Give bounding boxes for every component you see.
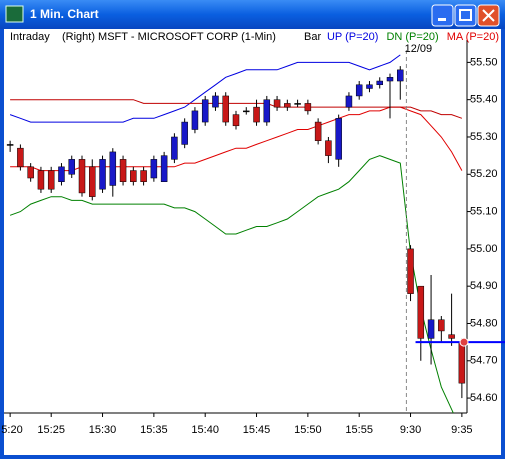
candle-body <box>458 341 466 384</box>
candle-body <box>386 77 394 82</box>
window-title: 1 Min. Chart <box>30 7 99 21</box>
x-tick-label: 9:35 <box>451 424 472 436</box>
candle-body <box>253 106 260 123</box>
price-marker <box>459 337 469 347</box>
x-tick-label: 15:40 <box>191 424 219 436</box>
minimize-button[interactable] <box>431 4 454 27</box>
title-bar <box>0 0 505 29</box>
y-tick-label: 55.50 <box>470 56 498 68</box>
candle-body <box>181 121 188 145</box>
candle-body <box>314 121 322 141</box>
candle-body <box>304 103 312 112</box>
x-tick-label: 15:45 <box>243 424 271 436</box>
candle-body <box>130 170 137 182</box>
maximize-button[interactable] <box>454 4 477 27</box>
x-tick-label: 15:25 <box>37 424 65 436</box>
x-tick-label: 15:55 <box>345 424 373 436</box>
candle-body <box>160 155 168 182</box>
candle-body <box>109 151 117 186</box>
y-tick-label: 55.30 <box>470 131 498 143</box>
y-tick-label: 55.00 <box>470 243 498 255</box>
candle-body <box>191 110 199 130</box>
style-label: Bar <box>304 31 321 43</box>
candle-body <box>37 170 45 190</box>
candle-body <box>150 159 158 179</box>
candle-body <box>232 114 240 127</box>
candle-body <box>397 69 404 82</box>
candle-body <box>78 159 86 194</box>
y-tick-label: 55.40 <box>470 94 498 106</box>
app-icon <box>5 5 24 23</box>
chart-subtitle: (Right) MSFT - MICROSOFT CORP (1-Min) <box>62 31 276 43</box>
candle-body <box>376 80 383 86</box>
candle-body <box>417 285 425 339</box>
session-break-label: 12/09 <box>405 43 433 55</box>
y-tick-label: 54.90 <box>470 280 498 292</box>
candle-body <box>140 170 147 182</box>
candle-body <box>119 159 127 182</box>
chart-area <box>4 29 501 455</box>
candle-body <box>222 95 229 123</box>
candle-body <box>325 140 332 156</box>
band-line <box>10 106 463 172</box>
candle-body <box>263 99 271 123</box>
y-tick-label: 55.10 <box>470 205 498 217</box>
candle-body <box>47 170 55 190</box>
legend-entry: DN (P=20) <box>386 31 438 43</box>
candle-body <box>355 84 363 97</box>
candle-body <box>6 144 14 146</box>
x-tick-label: 5:20 <box>1 424 22 436</box>
candle-body <box>294 103 301 105</box>
candle-body <box>345 95 353 108</box>
y-tick-label: 54.80 <box>470 317 498 329</box>
minimize-icon <box>438 18 446 21</box>
candle-body <box>17 147 24 168</box>
candle-body <box>212 95 219 108</box>
candle-body <box>27 166 34 179</box>
chart-title: Intraday <box>10 31 50 43</box>
y-tick-label: 54.60 <box>470 392 498 404</box>
legend-entry: MA (P=20) <box>447 31 499 43</box>
x-tick-label: 15:30 <box>89 424 117 436</box>
candle-body <box>58 166 65 182</box>
candle-body <box>273 99 281 108</box>
band-line <box>9 54 401 123</box>
candle-body <box>407 248 414 294</box>
y-tick-label: 54.70 <box>470 355 498 367</box>
candle-body <box>243 110 250 113</box>
x-tick-label: 9:30 <box>400 424 421 436</box>
candle-body <box>171 136 178 160</box>
band-line <box>9 155 454 413</box>
y-tick-label: 55.20 <box>470 168 498 180</box>
candle-body <box>201 99 209 123</box>
candle-body <box>448 334 455 339</box>
legend-entry: UP (P=20) <box>327 31 378 43</box>
candle-body <box>284 103 291 108</box>
candle-body <box>366 84 373 89</box>
x-tick-label: 15:35 <box>140 424 168 436</box>
x-tick-label: 15:50 <box>294 424 322 436</box>
maximize-icon <box>459 9 472 21</box>
candle-body <box>427 319 435 339</box>
candle-body <box>99 159 106 190</box>
band-line <box>10 99 463 119</box>
candle-body <box>89 166 96 197</box>
candle-body <box>68 159 75 175</box>
close-icon <box>482 9 495 22</box>
candle-body <box>438 319 445 332</box>
candle-body <box>335 118 342 160</box>
